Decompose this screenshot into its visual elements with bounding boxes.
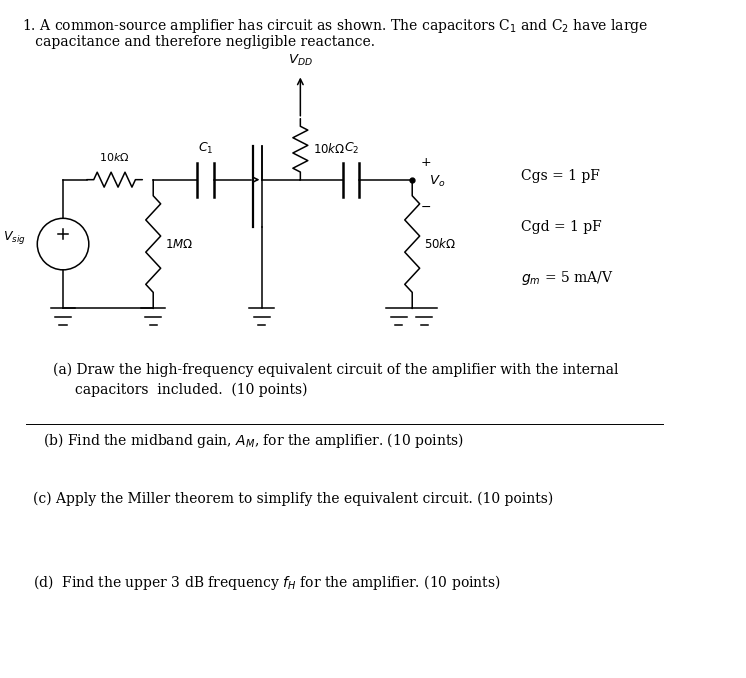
Text: $V_o$: $V_o$: [429, 174, 445, 188]
Text: $C_1$: $C_1$: [198, 141, 213, 156]
Text: (d)  Find the upper 3 dB frequency $f_H$ for the amplifier. (10 points): (d) Find the upper 3 dB frequency $f_H$ …: [33, 573, 501, 592]
Text: $C_2$: $C_2$: [343, 141, 359, 156]
Text: $V_{DD}$: $V_{DD}$: [288, 53, 313, 68]
Text: Cgd = 1 pF: Cgd = 1 pF: [521, 220, 601, 234]
Text: $g_m$ = 5 mA/V: $g_m$ = 5 mA/V: [521, 269, 613, 287]
Text: capacitance and therefore negligible reactance.: capacitance and therefore negligible rea…: [22, 35, 375, 49]
Text: Cgs = 1 pF: Cgs = 1 pF: [521, 170, 600, 183]
Text: capacitors  included.  (10 points): capacitors included. (10 points): [53, 383, 307, 397]
Text: $\mathit{1M\Omega}$: $\mathit{1M\Omega}$: [166, 237, 194, 251]
Text: (b) Find the midband gain, $A_M$, for the amplifier. (10 points): (b) Find the midband gain, $A_M$, for th…: [43, 431, 464, 450]
Text: $\mathit{10k\Omega}$: $\mathit{10k\Omega}$: [313, 142, 345, 156]
Text: 1. A common-source amplifier has circuit as shown. The capacitors C$_1$ and C$_2: 1. A common-source amplifier has circuit…: [22, 17, 648, 35]
Text: $\mathit{10k\Omega}$: $\mathit{10k\Omega}$: [98, 151, 129, 163]
Text: $\mathit{50k\Omega}$: $\mathit{50k\Omega}$: [424, 237, 457, 251]
Text: $-$: $-$: [420, 200, 431, 214]
Text: (a) Draw the high-frequency equivalent circuit of the amplifier with the interna: (a) Draw the high-frequency equivalent c…: [53, 363, 618, 377]
Text: (c) Apply the Miller theorem to simplify the equivalent circuit. (10 points): (c) Apply the Miller theorem to simplify…: [33, 492, 553, 506]
Text: $+$: $+$: [420, 156, 432, 170]
Text: $V_{sig}$: $V_{sig}$: [3, 228, 26, 246]
